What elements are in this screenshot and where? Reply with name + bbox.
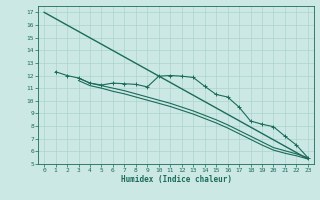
X-axis label: Humidex (Indice chaleur): Humidex (Indice chaleur) xyxy=(121,175,231,184)
